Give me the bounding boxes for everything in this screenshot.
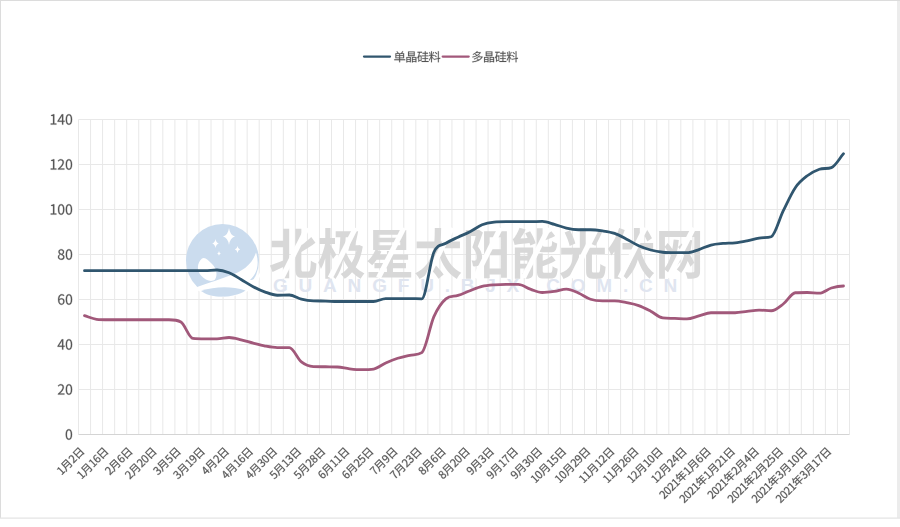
svg-text:GUANGFU.BJX.COM.CN: GUANGFU.BJX.COM.CN [273,275,688,296]
